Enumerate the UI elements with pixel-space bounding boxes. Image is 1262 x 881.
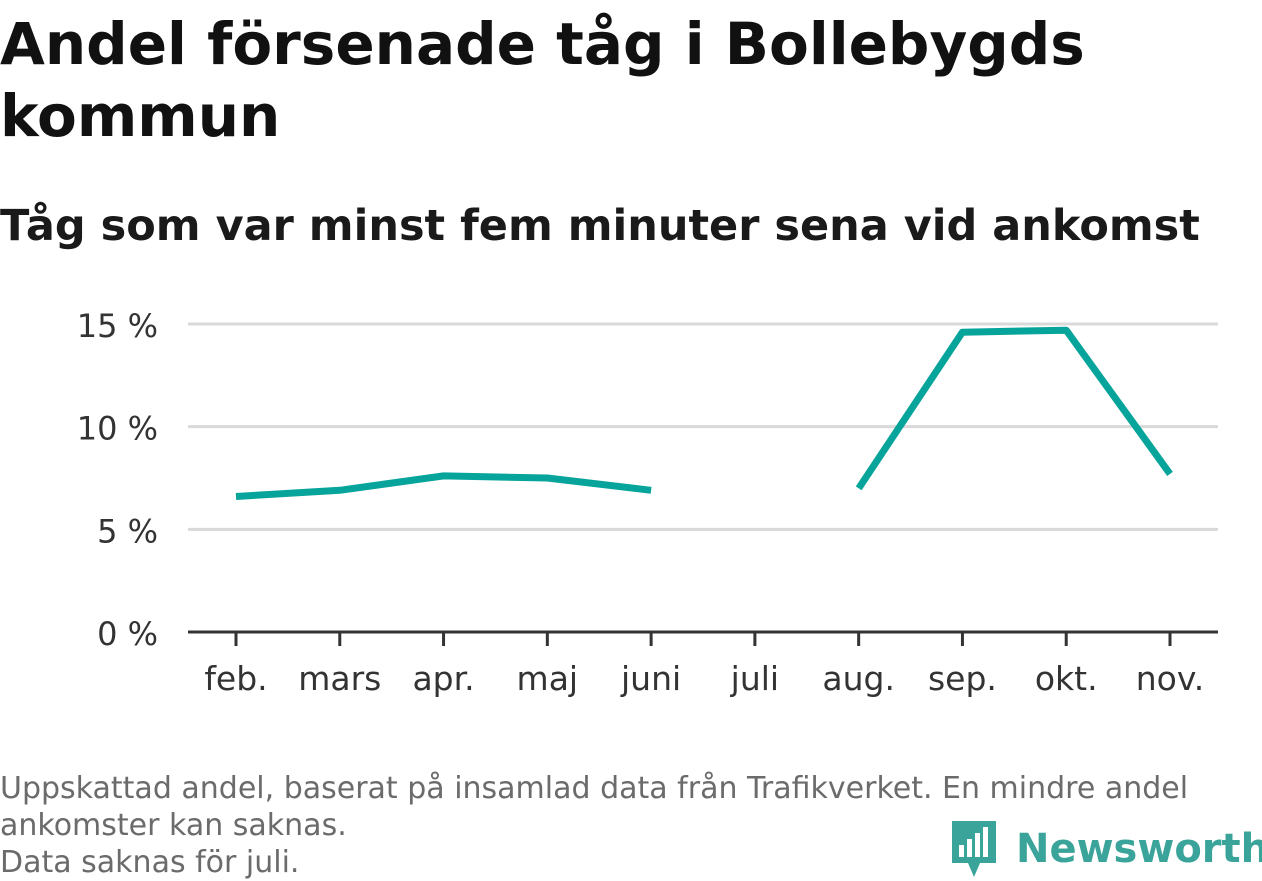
chart-footer: Uppskattad andel, baserat på insamlad da… <box>0 770 1250 881</box>
newsworthy-logo: Newsworthy <box>950 818 1262 880</box>
y-tick-label: 5 % <box>97 512 158 550</box>
newsworthy-logo-icon <box>952 821 996 877</box>
line-chart: 0 % 5 % 10 % 15 % feb. mars apr. maj juni juli aug… <box>77 307 1218 698</box>
x-tick-label: juli <box>730 659 779 698</box>
x-tick-label: sep. <box>928 659 997 698</box>
x-tick-label: feb. <box>204 659 267 698</box>
y-tick-label: 15 % <box>77 307 158 345</box>
y-tick-label: 0 % <box>97 615 158 653</box>
x-tick-label: maj <box>517 659 579 698</box>
series-line-0-segment-0 <box>235 472 652 500</box>
x-tick-label: apr. <box>412 659 474 698</box>
chart-subtitle: Tåg som var minst fem minuter sena vid a… <box>0 201 1200 251</box>
footer-note-line-2: ankomster kan saknas. <box>0 808 347 843</box>
chart-title: Andel försenade tåg i Bollebygds kommun <box>0 10 1085 150</box>
series-line-0-segment-1 <box>855 326 1173 491</box>
footer-note-line-3: Data saknas för juli. <box>0 845 300 880</box>
x-tick-label: okt. <box>1035 659 1098 698</box>
x-tick-label: juni <box>620 659 681 698</box>
footer-note-line-1: Uppskattad andel, baserat på insamlad da… <box>0 771 1189 806</box>
x-tick-label: aug. <box>822 659 895 698</box>
x-tick-label: mars <box>298 659 381 698</box>
y-tick-label: 10 % <box>77 410 158 448</box>
brand-name: Newsworthy <box>1016 826 1262 872</box>
x-tick-label: nov. <box>1136 659 1205 698</box>
